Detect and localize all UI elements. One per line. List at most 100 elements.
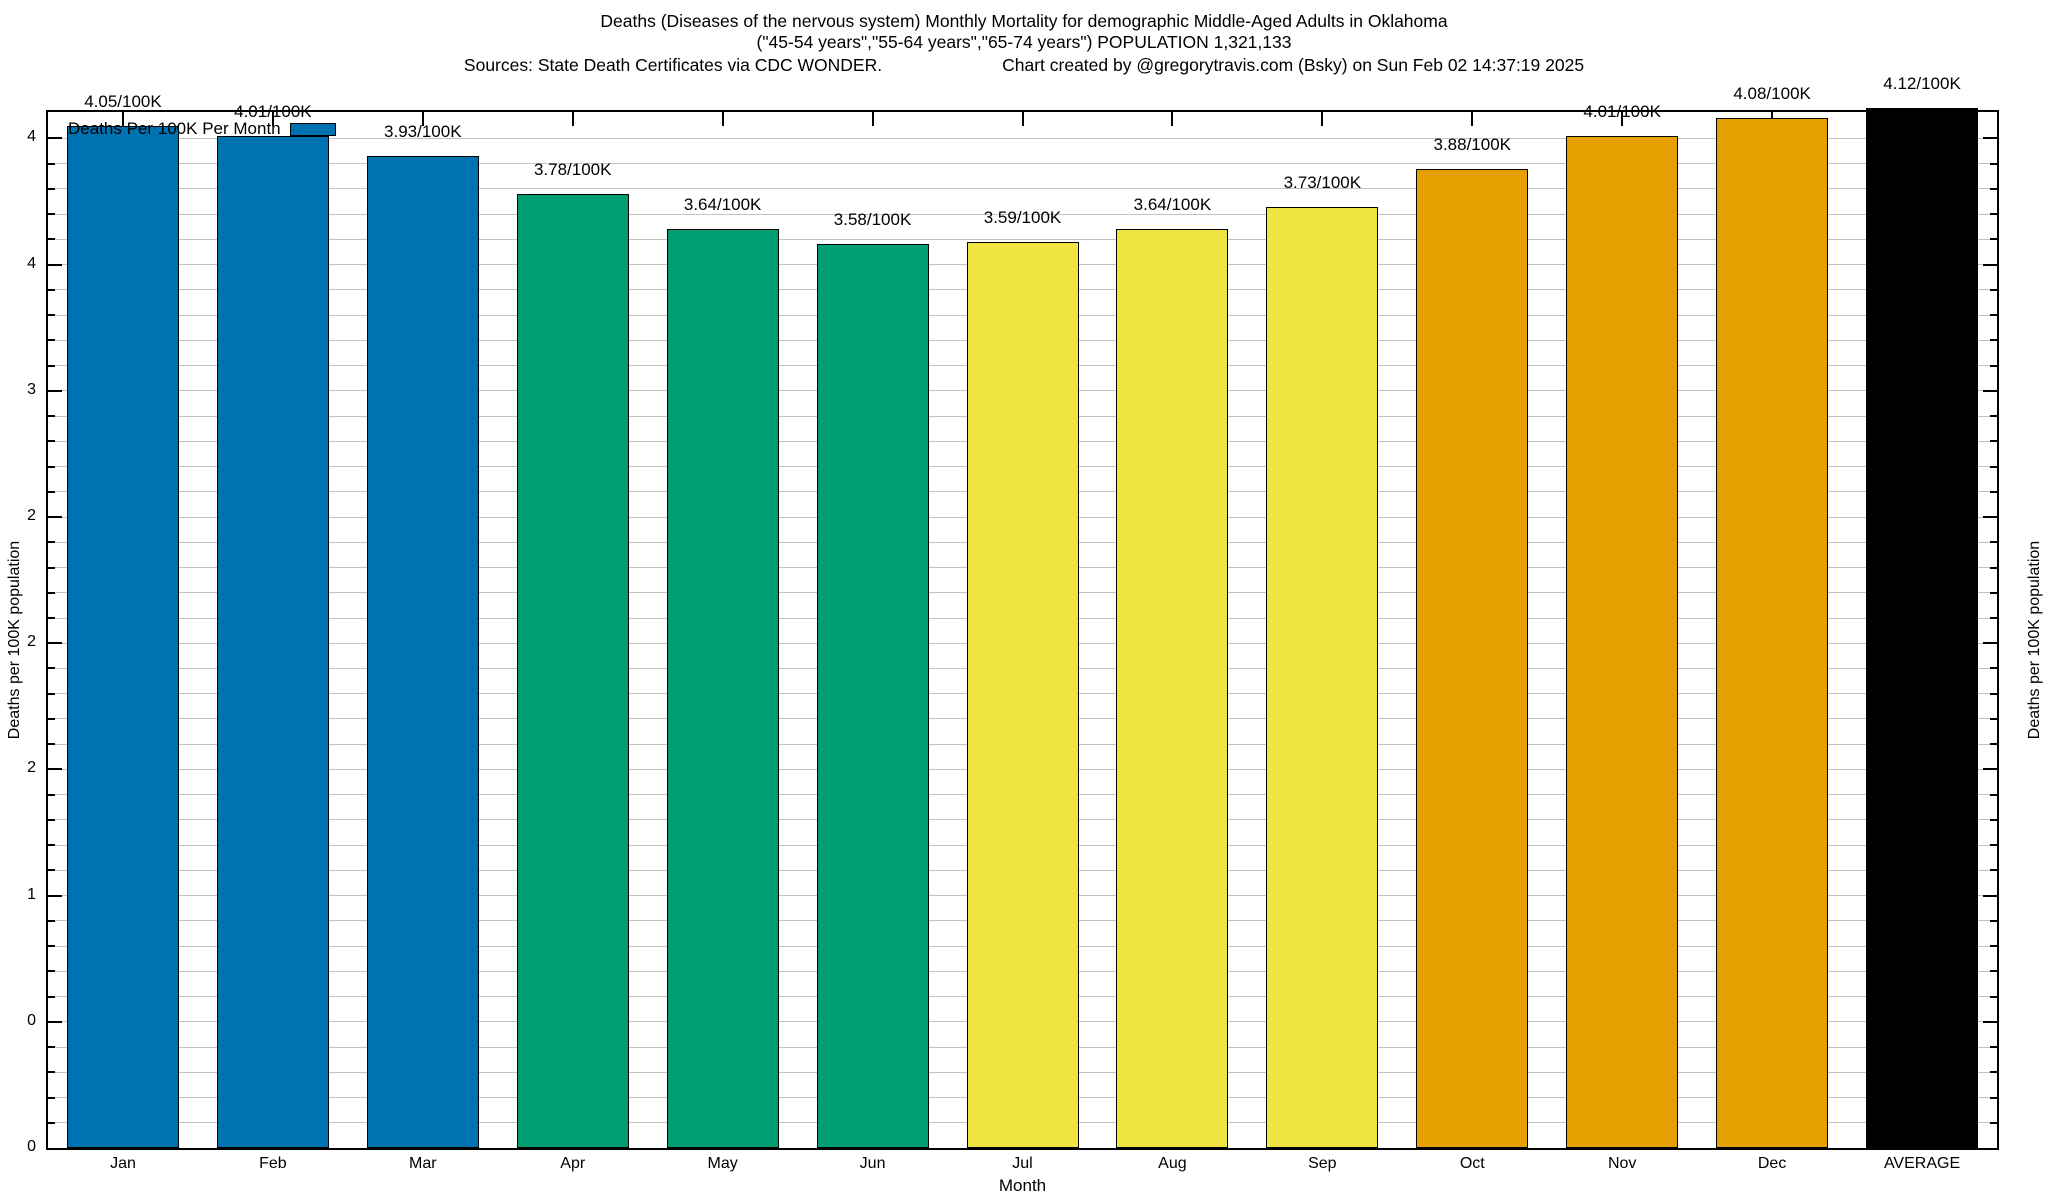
y-tick-mark-left <box>48 667 55 670</box>
sources-text: Sources: State Death Certificates via CD… <box>463 55 883 75</box>
chart-subtitle: ("45-54 years","55-64 years","65-74 year… <box>756 32 1292 52</box>
x-tick-label-jun: Jun <box>859 1155 886 1172</box>
x-tick-mark-top <box>1621 112 1624 126</box>
bar-dec <box>1716 118 1829 1148</box>
y-tick-mark-left <box>48 566 55 569</box>
y-tick-mark-left <box>48 717 55 720</box>
gridline <box>48 137 1997 139</box>
y-tick-mark-left <box>48 1071 55 1074</box>
y-tick-mark-left <box>48 617 55 619</box>
x-tick-label-jul: Jul <box>1012 1155 1033 1172</box>
y-tick-mark-right <box>1983 263 1997 266</box>
y-tick-mark-left <box>48 692 55 695</box>
x-tick-mark-top <box>1471 112 1474 126</box>
y-tick-mark-left <box>48 288 55 291</box>
y-tick-mark-left <box>48 1121 55 1124</box>
bar-value-label-apr: 3.78/100K <box>533 160 612 180</box>
y-tick-mark-right <box>1983 768 1997 771</box>
y-tick-mark-right <box>1990 187 1997 190</box>
x-tick-mark-top <box>721 112 724 126</box>
bar-value-label-nov: 4.01/100K <box>1583 101 1661 121</box>
y-tick-mark-right <box>1990 591 1997 594</box>
bar-value-label-may: 3.64/100K <box>683 195 762 215</box>
y-tick-mark-right <box>1983 1020 1997 1023</box>
y-tick-mark-left <box>48 793 55 796</box>
y-tick-mark-left <box>48 162 55 165</box>
y-tick-mark-right <box>1990 793 1997 796</box>
x-tick-label-feb: Feb <box>259 1155 287 1172</box>
x-tick-label-jan: Jan <box>110 1155 136 1172</box>
y-tick-mark-left <box>48 995 55 998</box>
x-tick-mark-top <box>271 112 274 126</box>
y-tick-mark-right <box>1983 137 1997 140</box>
y-tick-mark-right <box>1983 894 1997 897</box>
x-tick-mark-top <box>121 112 124 126</box>
y-tick-mark-right <box>1990 1071 1997 1074</box>
y-tick-mark-right <box>1990 465 1997 468</box>
bar-sep <box>1266 206 1379 1148</box>
x-tick-label-oct: Oct <box>1459 1155 1485 1172</box>
bar-value-label-mar: 3.93/100K <box>384 122 462 142</box>
bar-jun <box>816 244 929 1148</box>
plot-area: Deaths Per 100K Per Month 4.05/100K 4.01/… <box>46 74 1999 1150</box>
y-tick-label: 1 <box>27 885 36 903</box>
y-tick-mark-right <box>1990 844 1997 847</box>
bar-mar <box>366 156 479 1148</box>
y-tick-label: 2 <box>27 633 36 651</box>
y-tick-mark-right <box>1990 667 1997 670</box>
y-tick-mark-right <box>1990 364 1997 367</box>
y-tick-label: 2 <box>27 507 36 525</box>
y-tick-mark-left <box>48 768 62 771</box>
y-tick-mark-left <box>48 591 55 594</box>
y-tick-mark-right <box>1990 919 1997 922</box>
bar-value-label-average: 4.12/100K <box>1883 74 1961 94</box>
x-tick-label-dec: Dec <box>1757 1155 1787 1172</box>
x-tick-label-may: May <box>707 1155 738 1172</box>
gridline <box>48 188 1997 190</box>
y-tick-mark-right <box>1990 945 1997 948</box>
y-tick-mark-right <box>1990 339 1997 342</box>
y-tick-mark-left <box>48 465 55 468</box>
legend-label: Deaths Per 100K Per Month <box>68 119 281 138</box>
y-tick-mark-right <box>1983 642 1997 645</box>
chart-source-line: Sources: State Death Certificates via CD… <box>0 55 2048 75</box>
y-tick-mark-left <box>48 137 62 140</box>
x-axis-label: Month <box>998 1176 1047 1195</box>
x-tick-label-sep: Sep <box>1308 1155 1337 1172</box>
y-tick-mark-left <box>48 213 55 216</box>
y-tick-mark-left <box>48 339 55 342</box>
bar-average <box>1866 108 1979 1148</box>
x-tick-label-average: AVERAGE <box>1883 1155 1961 1172</box>
y-tick-label: 4 <box>27 254 36 272</box>
y-tick-mark-right <box>1990 288 1997 291</box>
y-tick-mark-left <box>48 263 62 266</box>
y-axis-label-right: Deaths per 100K population <box>2026 540 2043 740</box>
y-tick-mark-left <box>48 869 55 872</box>
y-tick-mark-right <box>1990 213 1997 216</box>
bar-apr <box>516 194 629 1148</box>
legend-swatch <box>289 122 336 136</box>
y-tick-mark-right <box>1990 490 1997 493</box>
gridline <box>48 213 1997 215</box>
y-tick-mark-left <box>48 1020 62 1023</box>
bar-aug <box>1116 229 1229 1148</box>
y-tick-mark-right <box>1990 162 1997 165</box>
chart-title: Deaths (Diseases of the nervous system) … <box>600 11 1448 31</box>
bar-value-label-dec: 4.08/100K <box>1733 84 1811 104</box>
bar-oct <box>1416 168 1529 1148</box>
y-tick-mark-right <box>1990 617 1997 619</box>
y-tick-mark-right <box>1990 314 1997 317</box>
y-tick-mark-right <box>1983 516 1997 519</box>
y-tick-mark-left <box>48 894 62 897</box>
gridline <box>48 163 1997 165</box>
x-tick-label-nov: Nov <box>1607 1155 1637 1172</box>
y-tick-mark-right <box>1990 440 1997 443</box>
y-tick-label: 0 <box>27 1011 36 1029</box>
bar-value-label-feb: 4.01/100K <box>234 101 312 121</box>
y-tick-mark-right <box>1990 1121 1997 1124</box>
y-tick-label: 3 <box>27 380 36 398</box>
bar-nov <box>1566 135 1679 1148</box>
y-tick-mark-left <box>48 516 62 519</box>
y-tick-mark-right <box>1990 717 1997 720</box>
x-tick-label-mar: Mar <box>409 1155 437 1172</box>
